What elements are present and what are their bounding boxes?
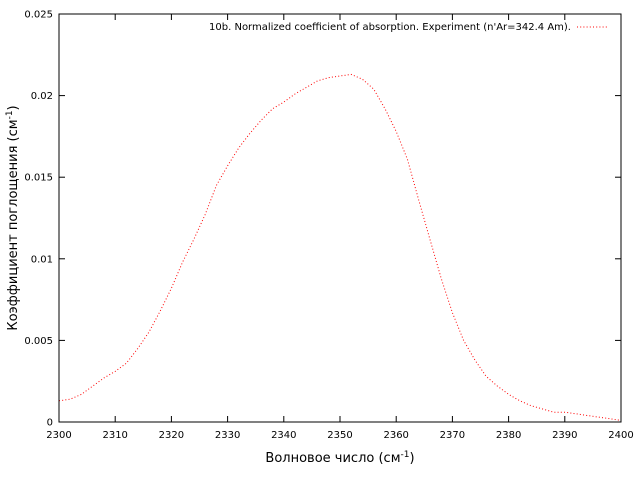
ticks-layer: 2300 2310 2320 2330 2340 2350 2360 2370 2380 2390… [24, 10, 633, 442]
x-tick-label: 2370 [440, 430, 465, 441]
x-tick-label: 2320 [159, 430, 184, 441]
x-tick-label: 2390 [552, 430, 577, 441]
y-axis-title-text: Коэффициент поглощения (см [6, 119, 21, 330]
y-tick-label: 0.025 [24, 10, 53, 21]
x-tick-label: 2340 [271, 430, 296, 441]
y-tick-label: 0.01 [31, 254, 53, 265]
y-axis-title-sup: -1 [5, 110, 15, 119]
y-tick-label: 0.015 [24, 173, 53, 184]
x-tick-label: 2330 [215, 430, 240, 441]
legend: 10b. Normalized coefficient of absorptio… [209, 22, 607, 33]
x-tick-label: 2350 [327, 430, 352, 441]
y-tick-label: 0.005 [24, 336, 53, 347]
x-tick-label: 2380 [496, 430, 521, 441]
series-layer [58, 73, 622, 421]
x-tick-label: 2300 [46, 430, 71, 441]
y-tick-label: 0 [47, 418, 53, 429]
y-axis-title-suffix: ) [6, 105, 21, 110]
x-axis-title-suffix: ) [409, 451, 414, 466]
x-tick-label: 2400 [608, 430, 633, 441]
legend-label: 10b. Normalized coefficient of absorptio… [209, 22, 571, 33]
x-axis-title-sup: -1 [401, 450, 410, 460]
x-tick-label: 2310 [102, 430, 127, 441]
x-tick-label: 2360 [383, 430, 408, 441]
x-axis-title-text: Волновое число (см [265, 451, 400, 466]
plot-frame [58, 13, 622, 423]
y-tick-label: 0.02 [31, 91, 53, 102]
series-line [58, 73, 622, 421]
y-axis-title: Коэффициент поглощения (см-1) [5, 105, 21, 330]
x-axis-title: Волновое число (см-1) [265, 450, 414, 466]
